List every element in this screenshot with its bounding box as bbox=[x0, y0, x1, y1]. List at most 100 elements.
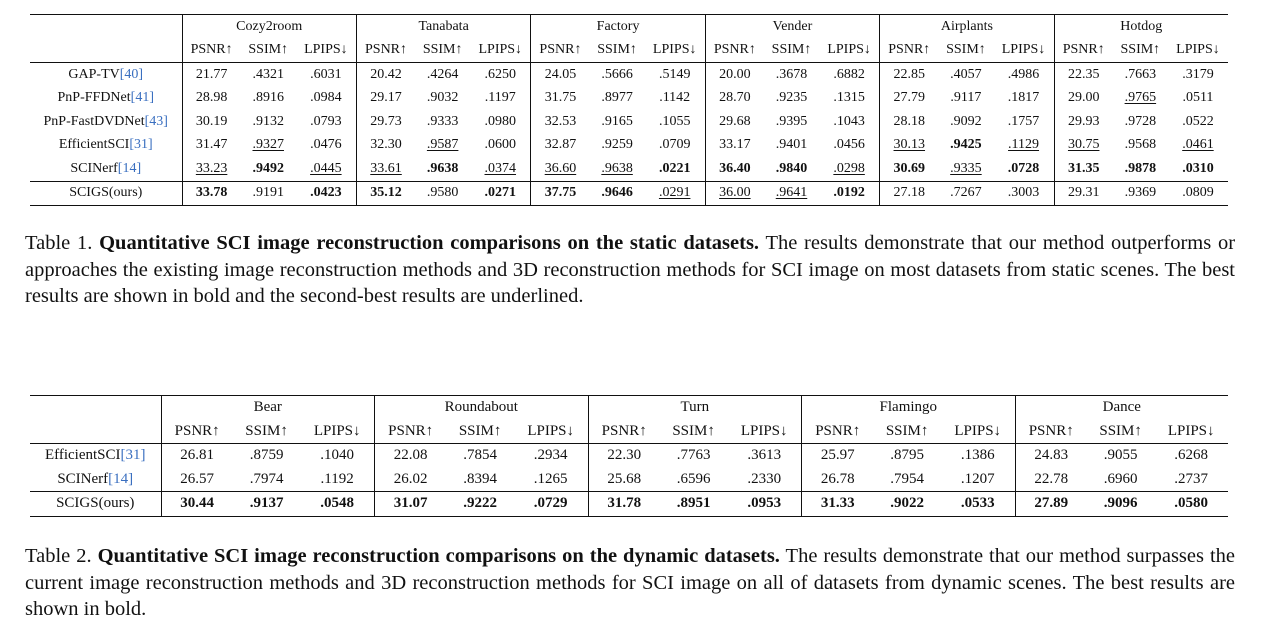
value-cell: .1265 bbox=[513, 467, 589, 492]
metric-value: 22.30 bbox=[607, 447, 642, 464]
value-cell: 31.75 bbox=[530, 86, 590, 110]
value-cell: .9032 bbox=[415, 87, 470, 111]
static-results-table: Cozy2room Tanabata Factory Vender Airplants H… bbox=[30, 14, 1228, 206]
method-name-cell: PnP-FFDNet[41] bbox=[30, 87, 182, 111]
metric-value: 22.08 bbox=[393, 447, 428, 464]
metric-value: .5149 bbox=[658, 66, 691, 82]
value-cell: .0298 bbox=[819, 157, 880, 182]
metric-value: .0980 bbox=[484, 113, 517, 129]
metric-value: .9765 bbox=[1124, 90, 1157, 106]
metric-value: .8795 bbox=[890, 447, 924, 464]
metric-header: SSIM↑ bbox=[659, 419, 728, 444]
citation-link[interactable]: [14] bbox=[108, 470, 134, 487]
metric-value: .0953 bbox=[747, 495, 782, 512]
metric-value: 29.68 bbox=[719, 113, 751, 129]
metric-value: .0374 bbox=[484, 160, 517, 176]
value-cell: .6268 bbox=[1154, 444, 1228, 468]
value-cell: 30.13 bbox=[879, 133, 939, 157]
method-name: EfficientSCI bbox=[58, 137, 130, 153]
value-cell: 36.60 bbox=[530, 157, 590, 182]
metric-value: 25.97 bbox=[820, 447, 855, 464]
metric-value: .6596 bbox=[676, 470, 711, 487]
metric-value: 24.05 bbox=[544, 66, 577, 82]
citation-link[interactable]: [41] bbox=[130, 90, 154, 106]
metric-value: .0310 bbox=[1182, 160, 1214, 176]
citation-link[interactable]: [31] bbox=[120, 447, 146, 464]
metric-value: 20.42 bbox=[370, 66, 402, 82]
table-row: SCINerf[14] 33.23 .9492 .0445 33.61 .9638 .037… bbox=[30, 157, 1228, 182]
value-cell: .0456 bbox=[819, 134, 880, 158]
metric-header: PSNR↑ bbox=[1053, 38, 1113, 63]
metric-header: PSNR↑ bbox=[530, 38, 590, 63]
method-name: GAP-TV bbox=[68, 66, 120, 82]
value-cell: 26.57 bbox=[160, 467, 233, 492]
metric-value: .0271 bbox=[484, 185, 517, 201]
metric-value: .9132 bbox=[252, 113, 284, 129]
value-cell: .8795 bbox=[873, 444, 940, 468]
table-row: EfficientSCI[31] 31.47 .9327 .0476 32.30 .958… bbox=[30, 133, 1228, 158]
value-cell: 31.07 bbox=[374, 491, 447, 517]
metric-value: 26.78 bbox=[820, 470, 855, 487]
value-cell: 29.93 bbox=[1053, 110, 1113, 134]
metric-header: SSIM↑ bbox=[232, 419, 301, 444]
metric-value: .2330 bbox=[747, 470, 782, 487]
citation-link[interactable]: [14] bbox=[117, 160, 142, 176]
value-cell: .1817 bbox=[993, 87, 1054, 111]
metric-value: .0298 bbox=[833, 160, 865, 176]
metric-header: LPIPS↓ bbox=[300, 419, 375, 444]
metric-value: 29.17 bbox=[370, 90, 402, 106]
metric-value: 29.93 bbox=[1067, 113, 1100, 129]
metric-value: .6960 bbox=[1103, 470, 1138, 487]
citation-link[interactable]: [40] bbox=[119, 66, 144, 82]
value-cell: .9492 bbox=[240, 157, 296, 182]
dataset-header-row: Cozy2room Tanabata Factory Vender Airplants H… bbox=[30, 14, 1228, 39]
metric-header: SSIM↑ bbox=[446, 419, 514, 444]
metric-header: PSNR↑ bbox=[879, 38, 939, 63]
metric-value: .9022 bbox=[890, 495, 924, 512]
value-cell: .3613 bbox=[727, 444, 801, 468]
table2-caption-title: Quantitative SCI image reconstruction co… bbox=[97, 545, 780, 567]
metric-value: .9638 bbox=[426, 160, 459, 176]
value-cell: .1043 bbox=[819, 110, 880, 134]
metric-value: 37.75 bbox=[544, 185, 577, 201]
metric-value: .8951 bbox=[676, 495, 711, 512]
value-cell: 27.89 bbox=[1014, 491, 1087, 517]
metric-value: 27.18 bbox=[893, 185, 926, 201]
value-cell: .9327 bbox=[241, 134, 296, 158]
value-cell: 22.35 bbox=[1053, 62, 1113, 87]
metric-value: .0522 bbox=[1182, 113, 1214, 129]
citation-link[interactable]: [43] bbox=[144, 113, 168, 129]
table-row: GAP-TV[40] 21.77 .4321 .6031 20.42 .4264 .6250… bbox=[30, 62, 1228, 87]
metric-value: .3678 bbox=[775, 66, 808, 82]
table2-caption-label: Table 2. bbox=[25, 545, 92, 567]
value-cell: .8394 bbox=[446, 467, 514, 492]
metric-value: .9259 bbox=[601, 137, 633, 153]
value-cell: .0533 bbox=[940, 491, 1016, 517]
value-cell: 32.53 bbox=[530, 110, 590, 134]
citation-link[interactable]: [31] bbox=[129, 137, 153, 153]
value-cell: 20.00 bbox=[704, 62, 764, 87]
value-cell: .6250 bbox=[470, 63, 531, 87]
metric-value: .9055 bbox=[1103, 447, 1138, 464]
value-cell: .9096 bbox=[1086, 491, 1155, 517]
metric-value: .1265 bbox=[533, 470, 568, 487]
value-cell: .4321 bbox=[241, 63, 296, 87]
metric-value: .1040 bbox=[320, 447, 355, 464]
metric-value: 29.73 bbox=[370, 113, 402, 129]
metric-value: 22.35 bbox=[1067, 66, 1100, 82]
metric-header: PSNR↑ bbox=[374, 419, 447, 444]
value-cell: 27.18 bbox=[879, 181, 939, 206]
metric-value: .6031 bbox=[310, 66, 342, 82]
metric-value: .1757 bbox=[1007, 113, 1040, 129]
method-name: SCIGS(ours) bbox=[69, 185, 143, 201]
metric-value: .3003 bbox=[1007, 185, 1040, 201]
value-cell: .8916 bbox=[241, 87, 296, 111]
table-row: SCIGS(ours) 30.44 .9137 .0548 31.07 .9222 .072… bbox=[30, 491, 1228, 517]
value-cell: 29.00 bbox=[1053, 86, 1113, 110]
value-cell: 27.79 bbox=[879, 86, 939, 110]
table-row: PnP-FastDVDNet[43] 30.19 .9132 .0793 29.73 .9… bbox=[30, 110, 1228, 134]
metric-value: 33.78 bbox=[195, 185, 228, 201]
value-cell: .9646 bbox=[589, 181, 645, 206]
metric-value: .6268 bbox=[1174, 447, 1209, 464]
dataset-header-row: Bear Roundabout Turn Flamingo Dance bbox=[30, 395, 1228, 420]
